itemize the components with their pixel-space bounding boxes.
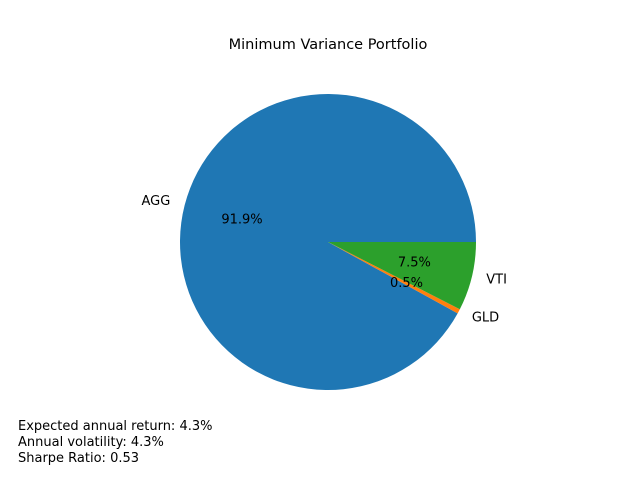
pie-slice-gld — [328, 242, 460, 314]
pie-slice-agg — [180, 93, 477, 391]
expected-return-text: Expected annual return: 4.3% — [18, 419, 213, 434]
slice-pct-vti: 7.5% — [398, 255, 431, 270]
chart-title: Minimum Variance Portfolio — [229, 37, 428, 53]
slice-label-agg: AGG — [142, 194, 171, 209]
sharpe-ratio-text: Sharpe Ratio: 0.53 — [18, 451, 140, 466]
portfolio-stats: Expected annual return: 4.3% Annual vola… — [18, 419, 212, 467]
pie-labels: AGG 91.9% GLD 0.5% VTI 7.5% — [142, 194, 507, 326]
slice-label-gld: GLD — [472, 311, 499, 326]
pie-slice-vti — [328, 242, 476, 310]
slice-label-vti: VTI — [486, 273, 507, 288]
slice-pct-gld: 0.5% — [390, 276, 423, 291]
annual-volatility-text: Annual volatility: 4.3% — [18, 435, 164, 450]
slice-pct-agg: 91.9% — [221, 212, 262, 227]
pie-slices — [180, 93, 477, 391]
